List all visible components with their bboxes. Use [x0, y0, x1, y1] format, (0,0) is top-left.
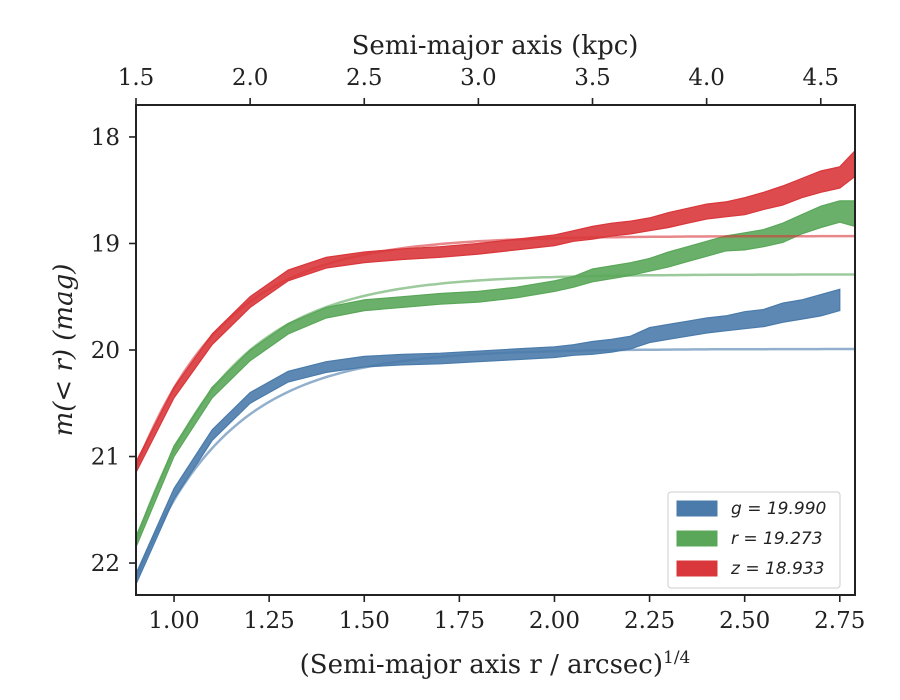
top-axis-title: Semi-major axis (kpc) — [352, 31, 639, 61]
x-axis-title-text: (Semi-major axis r / arcsec) — [300, 650, 663, 680]
y-tick-label-19: 19 — [91, 231, 120, 257]
legend-swatch-r — [676, 530, 718, 547]
x-tick-label-1.00: 1.00 — [148, 608, 199, 634]
plot-area — [136, 149, 855, 585]
legend-swatch-z — [676, 560, 718, 577]
legend-label-r: r = 19.273 — [731, 529, 823, 549]
data-band-z — [136, 149, 855, 473]
top-tick-label-4.0: 4.0 — [688, 65, 725, 91]
x-axis-title-exponent: 1/4 — [663, 648, 690, 668]
y-axis-title-text: m(< r) (mag) — [49, 264, 79, 437]
legend-swatch-g — [676, 500, 718, 517]
x-tick-label-1.50: 1.50 — [339, 608, 390, 634]
x-tick-label-2.75: 2.75 — [814, 608, 865, 634]
y-tick-label-22: 22 — [91, 551, 120, 577]
y-tick-label-18: 18 — [91, 125, 120, 151]
top-tick-label-2.0: 2.0 — [232, 65, 269, 91]
top-tick-label-4.5: 4.5 — [802, 65, 839, 91]
x-tick-label-1.75: 1.75 — [434, 608, 485, 634]
x-axis-title: (Semi-major axis r / arcsec)1/4 — [300, 648, 691, 680]
x-tick-label-2.00: 2.00 — [529, 608, 580, 634]
top-tick-label-2.5: 2.5 — [346, 65, 383, 91]
y-tick-label-21: 21 — [91, 445, 120, 471]
y-axis-title: m(< r) (mag) — [49, 264, 79, 437]
data-band-g — [136, 288, 841, 585]
top-tick-label-3.0: 3.0 — [460, 65, 497, 91]
legend-label-g: g = 19.990 — [731, 499, 826, 519]
legend-label-z: z = 18.933 — [730, 559, 824, 579]
top-tick-label-1.5: 1.5 — [118, 65, 155, 91]
x-tick-label-2.25: 2.25 — [624, 608, 675, 634]
axes: 1.00 1.25 1.50 1.75 2.00 2.25 2.50 2.75 18 19 20 21… — [91, 65, 866, 634]
x-tick-label-1.25: 1.25 — [244, 608, 295, 634]
x-tick-label-2.50: 2.50 — [719, 608, 770, 634]
y-tick-label-20: 20 — [91, 338, 120, 364]
legend: g = 19.990 r = 19.273 z = 18.933 — [667, 491, 841, 589]
top-tick-label-3.5: 3.5 — [574, 65, 611, 91]
